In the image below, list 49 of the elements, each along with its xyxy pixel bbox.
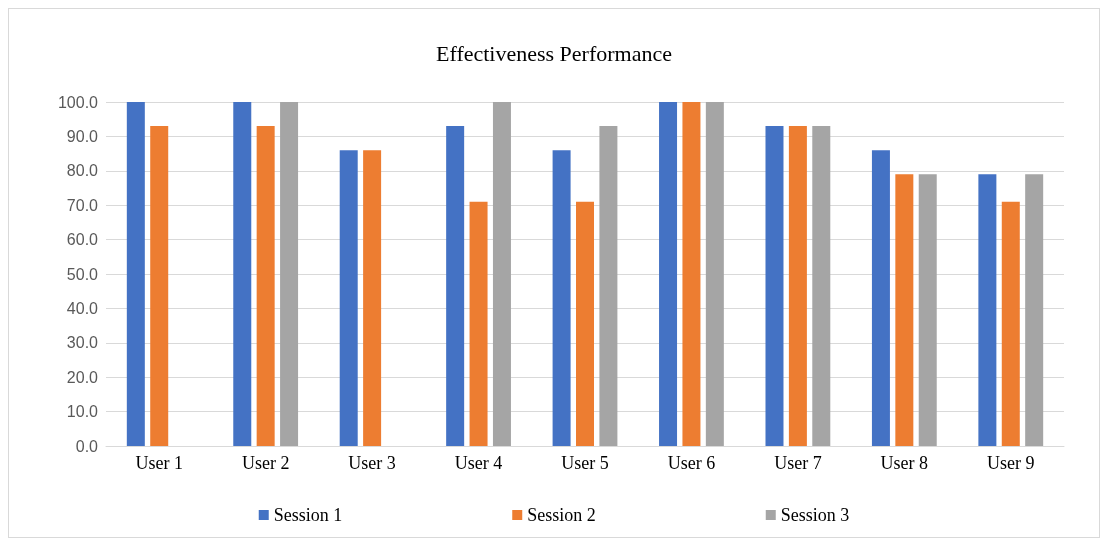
x-tick-label: User 8 bbox=[880, 453, 929, 473]
bar bbox=[150, 126, 169, 446]
y-tick-label: 30.0 bbox=[66, 334, 99, 352]
chart-title: Effectiveness Performance bbox=[436, 40, 672, 66]
y-tick-label: 100.0 bbox=[57, 93, 99, 111]
bar bbox=[705, 102, 724, 446]
y-tick-label: 90.0 bbox=[66, 127, 99, 145]
bar bbox=[552, 150, 571, 446]
bar bbox=[339, 150, 358, 446]
bar bbox=[446, 126, 465, 446]
bar bbox=[812, 126, 831, 446]
x-tick-label: User 5 bbox=[561, 453, 609, 473]
bar bbox=[469, 201, 488, 446]
bar bbox=[765, 126, 784, 446]
legend-label: Session 1 bbox=[273, 505, 343, 525]
bar bbox=[659, 102, 678, 446]
y-tick-label: 70.0 bbox=[66, 196, 99, 214]
y-tick-label: 50.0 bbox=[66, 265, 99, 283]
x-tick-label: User 2 bbox=[241, 453, 290, 473]
bar bbox=[599, 126, 618, 446]
legend-label: Session 3 bbox=[780, 505, 850, 525]
legend-label: Session 2 bbox=[527, 505, 596, 525]
bar bbox=[788, 126, 807, 446]
x-tick-label: User 9 bbox=[987, 453, 1035, 473]
bar bbox=[363, 150, 382, 446]
bar bbox=[126, 102, 145, 446]
bar bbox=[280, 102, 299, 446]
y-tick-label: 60.0 bbox=[66, 231, 99, 249]
bar bbox=[1001, 201, 1020, 446]
bar bbox=[871, 150, 890, 446]
x-tick-label: User 4 bbox=[454, 453, 503, 473]
bar bbox=[576, 201, 594, 446]
bar bbox=[978, 174, 997, 446]
bar bbox=[492, 102, 511, 446]
bar bbox=[233, 102, 252, 446]
x-tick-label: User 1 bbox=[135, 453, 183, 473]
bar bbox=[1025, 174, 1044, 446]
y-tick-label: 40.0 bbox=[66, 299, 99, 317]
bar bbox=[895, 174, 914, 446]
y-tick-label: 10.0 bbox=[66, 403, 99, 421]
y-tick-label: 20.0 bbox=[66, 368, 99, 386]
bar bbox=[682, 102, 701, 446]
x-tick-label: User 7 bbox=[774, 453, 822, 473]
x-tick-label: User 6 bbox=[667, 453, 716, 473]
y-tick-label: 0.0 bbox=[75, 437, 99, 455]
y-tick-label: 80.0 bbox=[66, 162, 99, 180]
bar bbox=[918, 174, 937, 446]
bar bbox=[256, 126, 275, 446]
x-tick-label: User 3 bbox=[348, 453, 396, 473]
